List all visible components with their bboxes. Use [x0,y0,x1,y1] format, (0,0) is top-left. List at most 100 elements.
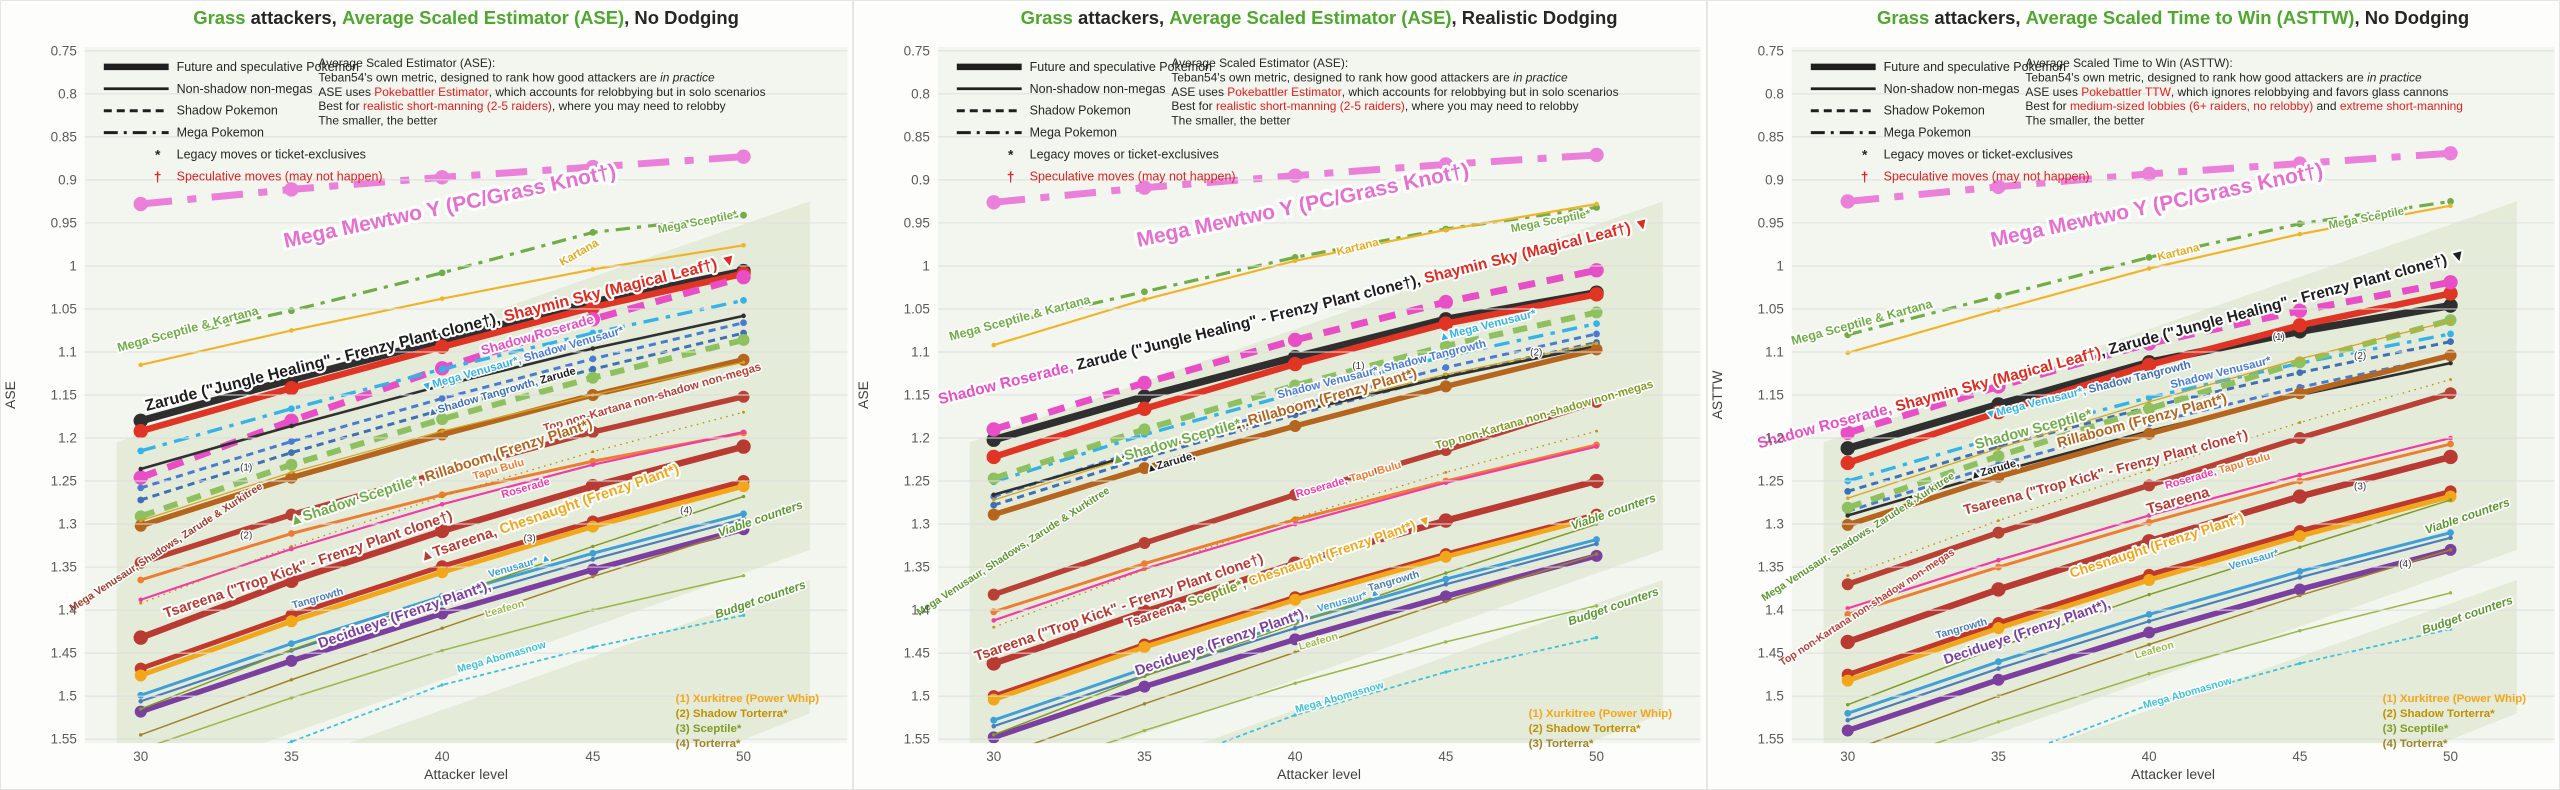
svg-text:1.1: 1.1 [911,344,930,359]
footnotes: (1) Xurkitree (Power Whip) (2) Shadow Tor… [2382,693,2526,750]
svg-text:Speculative moves (may not hap: Speculative moves (may not happen) [177,170,383,184]
legend: Future and speculative Pokemon Non-shadow… [103,60,383,185]
svg-text:(2) Shadow Torterra*: (2) Shadow Torterra* [2382,708,2495,720]
chart-title: Grass attackers, Average Scaled Time to … [1877,7,2469,28]
footnotes: (1) Xurkitree (Power Whip) (2) Shadow Tor… [1529,708,1673,750]
series-shadow-torterra [992,429,1599,629]
legend: Future and speculative Pokemon Non-shadow… [957,60,1236,185]
series-mega-abomasnow [1218,635,1599,744]
viable-band [116,201,810,744]
series-top-non-kartana-non-shadow-non-megas [988,395,1603,601]
chart-panel-asttw-no-dodging: Mega Mewtwo Y (PC/Grass Knot†) Mega Scept… [1706,0,2560,790]
svg-text:1.3: 1.3 [911,517,930,532]
svg-text:Shadow Pokemon: Shadow Pokemon [1030,104,1131,118]
chart-panel-ase-no-dodging: Mega Mewtwo Y (PC/Grass Knot†) Mega Scept… [0,0,854,790]
svg-text:1.55: 1.55 [1757,732,1783,747]
svg-text:Mega Pokemon: Mega Pokemon [1030,126,1117,140]
svg-text:1.3: 1.3 [1765,517,1784,532]
svg-text:1.5: 1.5 [58,689,77,704]
svg-text:1.55: 1.55 [51,732,77,747]
svg-text:0.85: 0.85 [51,129,77,144]
svg-text:(1) Xurkitree (Power Whip): (1) Xurkitree (Power Whip) [2382,693,2526,705]
svg-text:Future and speculative Pokemon: Future and speculative Pokemon [177,60,359,74]
svg-text:Speculative moves (may not hap: Speculative moves (may not happen) [1883,170,2089,184]
chart-title: Grass attackers, Average Scaled Estimato… [193,7,739,28]
svg-text:(3) Torterra*: (3) Torterra* [1529,738,1594,750]
svg-text:45: 45 [585,749,600,764]
svg-text:*: * [1862,147,1868,163]
svg-text:ASE: ASE [855,381,871,409]
series-leafeon [1105,604,1599,744]
svg-text:(1) Xurkitree (Power Whip): (1) Xurkitree (Power Whip) [1529,708,1673,720]
svg-text:Shadow Pokemon: Shadow Pokemon [177,104,278,118]
footnotes: (1) Xurkitree (Power Whip) (2) Shadow Tor… [676,693,820,750]
gridlines [84,50,848,740]
svg-text:Legacy moves or ticket-exclusi: Legacy moves or ticket-exclusives [1883,148,2072,162]
svg-text:1.25: 1.25 [1757,474,1783,489]
svg-text:ASTTW: ASTTW [1709,370,1725,420]
series-decidueye-frenzy-plant [988,549,1603,744]
svg-text:0.75: 0.75 [51,43,77,58]
svg-text:Teban54's own metric, designed: Teban54's own metric, designed to rank h… [2025,70,2422,84]
svg-text:ASE uses Pokebattler Estimator: ASE uses Pokebattler Estimator, which ac… [318,85,765,99]
chart-title: Grass attackers, Average Scaled Estimato… [1021,7,1618,28]
svg-text:35: 35 [1991,749,2006,764]
axis-y: 0.75 0.8 0.85 0.9 0.95 1 1.05 1.1 1.15 1.2 1.25 1.3… [855,43,930,746]
svg-text:1.25: 1.25 [51,474,77,489]
chart-ase-no-dodging: Mega Mewtwo Y (PC/Grass Knot†) Mega Scept… [2,7,848,782]
series-kartana [138,243,746,368]
series-shadow-roserade [986,263,1605,437]
axis-x: 30 35 40 45 50 Attacker level [987,749,1605,782]
svg-text:Mega Pokemon: Mega Pokemon [177,126,264,140]
chart-ase-realistic-dodging: Mega Mewtwo Y (PC/Grass Knot†) Mega Scept… [855,7,1701,782]
svg-text:(2): (2) [240,531,252,542]
svg-text:ASE uses Pokebattler Estimator: ASE uses Pokebattler Estimator, which ac… [1172,85,1619,99]
series-xurkitree-power-whip [139,360,746,523]
svg-text:(4): (4) [2399,559,2411,570]
series-sceptile [1845,498,2452,707]
svg-text:1.1: 1.1 [1765,344,1784,359]
svg-text:Grass attackers, Average Scale: Grass attackers, Average Scaled Estimato… [193,7,739,28]
axis-y: 0.75 0.8 0.85 0.9 0.95 1 1.05 1.1 1.15 1.2 1.25 1.3… [2,43,77,746]
series-tangrowth [138,516,746,704]
svg-text:Legacy moves or ticket-exclusi: Legacy moves or ticket-exclusives [177,148,366,162]
svg-text:1.35: 1.35 [904,560,930,575]
series-shadow-venusaur [137,319,747,492]
legend: Future and speculative Pokemon Non-shadow… [1810,60,2089,185]
svg-text:The smaller, the better: The smaller, the better [1172,114,1291,128]
svg-text:(3) Sceptile*: (3) Sceptile* [2382,723,2448,735]
svg-text:ASE uses Pokebattler TTW, whic: ASE uses Pokebattler TTW, which ignores … [2025,85,2448,99]
svg-text:50: 50 [1589,749,1604,764]
svg-text:(2) Shadow Torterra*: (2) Shadow Torterra* [676,708,789,720]
svg-text:0.8: 0.8 [1765,86,1784,101]
series-tsareena-trop-kick-frenzy-plant-clone [1840,449,2458,650]
svg-text:Average Scaled Time to Win (AS: Average Scaled Time to Win (ASTTW): [2025,56,2232,70]
series-mega-mewtwo-y-pc-grass-knot [1840,146,2458,209]
svg-text:0.85: 0.85 [904,129,930,144]
svg-text:40: 40 [435,749,450,764]
svg-text:45: 45 [1439,749,1454,764]
series-venusaur [137,510,747,699]
svg-text:1.45: 1.45 [51,646,77,661]
svg-text:0.9: 0.9 [911,172,930,187]
series-shaymin-sky-magical-leaf [133,266,751,439]
series-venusaur [1843,529,2454,717]
svg-text:30: 30 [987,749,1002,764]
svg-text:1.2: 1.2 [58,431,77,446]
svg-text:50: 50 [2443,749,2458,764]
svg-text:1.05: 1.05 [904,301,930,316]
svg-text:Teban54's own metric, designed: Teban54's own metric, designed to rank h… [318,70,715,84]
series-roserade [1845,435,2453,611]
svg-text:(1) Xurkitree (Power Whip): (1) Xurkitree (Power Whip) [676,693,820,705]
svg-text:*: * [1008,147,1014,163]
gridlines [938,50,1701,740]
svg-text:1: 1 [923,258,930,273]
svg-text:1.4: 1.4 [911,603,930,618]
svg-text:(4) Torterra*: (4) Torterra* [676,738,741,750]
svg-text:0.8: 0.8 [911,86,930,101]
series-rillaboom-frenzy-plant [1841,349,2457,531]
svg-text:35: 35 [284,749,299,764]
svg-text:1.15: 1.15 [1757,387,1783,402]
metric-description: Average Scaled Time to Win (ASTTW):Teban… [2025,56,2463,128]
svg-text:(4) Torterra*: (4) Torterra* [2382,738,2447,750]
